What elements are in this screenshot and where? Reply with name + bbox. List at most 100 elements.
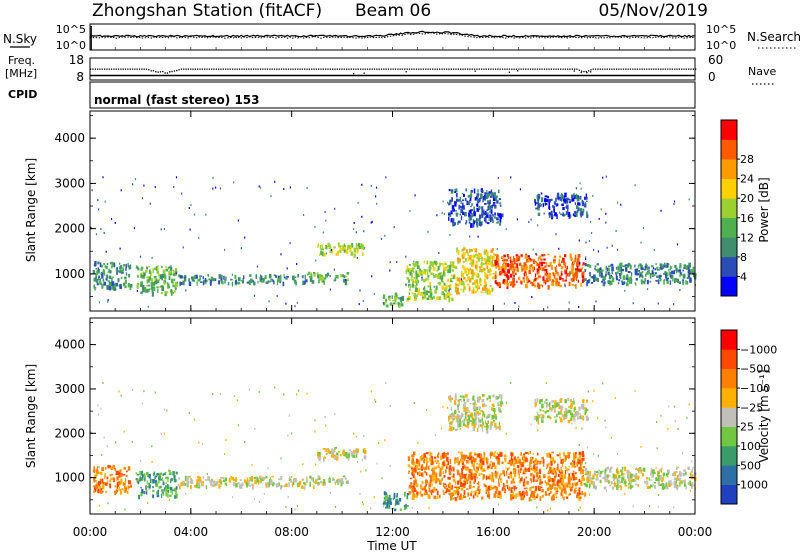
echo-cell — [470, 454, 472, 456]
echo-cell — [421, 468, 423, 471]
echo-cell — [483, 258, 487, 262]
echo-cell — [418, 471, 421, 475]
echo-cell — [490, 421, 493, 426]
echo-cell — [205, 485, 208, 490]
echo-cell — [489, 463, 492, 466]
nave-point — [688, 68, 690, 70]
echo-cell — [451, 484, 453, 490]
echo-cell — [333, 246, 336, 249]
echo-cell — [533, 259, 536, 265]
echo-cell — [513, 473, 517, 478]
echo-cell — [537, 196, 540, 201]
echo-cell — [558, 468, 560, 472]
echo-cell — [588, 493, 590, 496]
echo-cell — [447, 284, 450, 287]
echo-cell — [444, 483, 447, 485]
echo-cell — [314, 225, 316, 228]
echo-cell — [269, 479, 273, 484]
echo-cell — [564, 399, 567, 404]
echo-cell — [407, 279, 411, 281]
nave-point — [359, 68, 362, 70]
echo-cell — [452, 266, 455, 269]
echo-cell — [554, 460, 556, 463]
echo-cell — [538, 266, 541, 271]
echo-cell — [471, 275, 474, 280]
echo-cell — [551, 281, 554, 286]
echo-cell — [411, 507, 413, 509]
echo-cell — [170, 486, 173, 490]
echo-cell — [382, 302, 385, 305]
nave-point — [473, 68, 476, 70]
echo-cell — [481, 424, 483, 428]
echo-cell — [420, 292, 423, 296]
echo-cell — [474, 420, 477, 426]
echo-cell — [338, 451, 341, 453]
echo-cell — [605, 221, 607, 224]
echo-cell — [679, 274, 681, 278]
echo-region — [405, 260, 458, 303]
echo-cell — [478, 419, 482, 423]
echo-cell — [537, 205, 541, 208]
echo-cell — [173, 186, 175, 188]
echo-cell — [454, 202, 457, 207]
echo-cell — [335, 446, 338, 449]
nave-point — [446, 68, 448, 70]
echo-cell — [333, 268, 335, 271]
echo-cell — [550, 198, 553, 201]
echo-cell — [395, 495, 398, 498]
nave-point — [327, 68, 329, 70]
echo-cell — [581, 469, 584, 473]
echo-cell — [502, 259, 505, 262]
echo-cell — [259, 475, 261, 480]
echo-cell — [461, 192, 464, 195]
echo-cell — [185, 492, 187, 495]
echo-cell — [170, 278, 174, 284]
echo-cell — [575, 270, 577, 275]
echo-cell — [237, 219, 239, 222]
echo-cell — [471, 413, 474, 419]
echo-cell — [466, 488, 469, 490]
nave-point — [678, 68, 680, 70]
echo-cell — [155, 480, 158, 485]
echo-cell — [101, 468, 104, 471]
x-tick-label: 12:00 — [375, 525, 410, 539]
echo-cell — [482, 411, 485, 416]
echo-cell — [455, 460, 458, 463]
echo-cell — [471, 289, 474, 294]
echo-cell — [559, 399, 562, 403]
echo-cell — [153, 281, 156, 286]
echo-cell — [592, 400, 594, 403]
echo-cell — [417, 272, 419, 275]
echo-cell — [474, 406, 477, 410]
echo-cell — [233, 479, 236, 482]
echo-cell — [426, 408, 428, 411]
echo-cell — [108, 286, 112, 291]
echo-cell — [512, 459, 516, 462]
echo-cell — [355, 435, 357, 438]
colorbar-swatch — [721, 446, 737, 466]
echo-cell — [478, 197, 481, 201]
echo-cell — [341, 245, 344, 247]
echo-cell — [437, 265, 440, 271]
nave-point — [494, 68, 497, 70]
echo-cell — [484, 272, 486, 277]
echo-cell — [491, 259, 493, 265]
echo-cell — [523, 262, 527, 266]
echo-cell — [535, 459, 538, 462]
echo-cell — [588, 264, 592, 268]
echo-cell — [465, 222, 467, 225]
nave-point — [280, 68, 283, 70]
echo-cell — [493, 253, 495, 256]
echo-cell — [557, 402, 560, 406]
y-tick-label: 2000 — [54, 426, 85, 440]
echo-cell — [151, 460, 153, 463]
echo-cell — [435, 488, 438, 491]
nave-point — [152, 70, 155, 72]
echo-cell — [510, 281, 513, 285]
echo-cell — [161, 277, 163, 281]
echo-cell — [375, 186, 378, 189]
echo-cell — [477, 485, 480, 488]
echo-cell — [490, 205, 493, 209]
echo-cell — [291, 432, 293, 435]
echo-cell — [660, 467, 663, 470]
